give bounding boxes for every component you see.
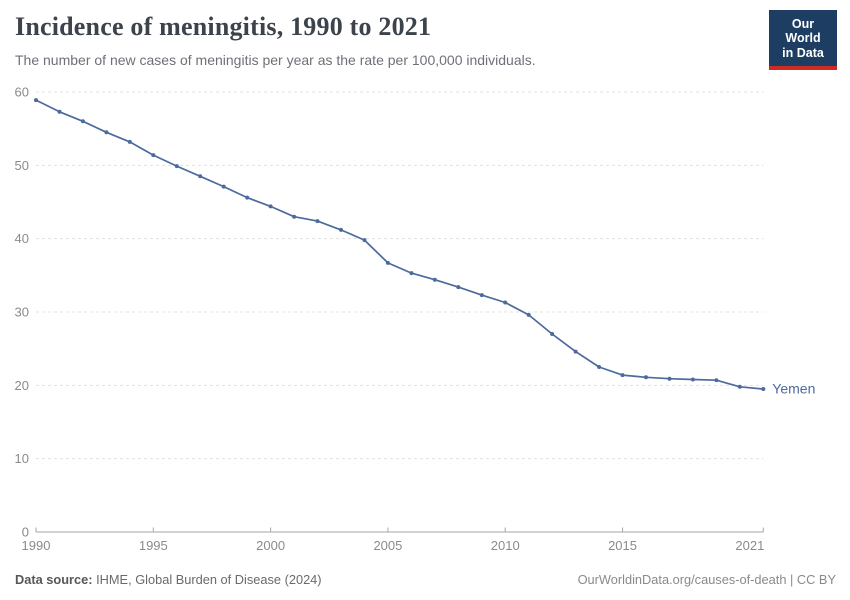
data-point-marker[interactable] — [667, 376, 672, 381]
data-point-marker[interactable] — [526, 312, 531, 317]
data-point-marker[interactable] — [550, 332, 555, 336]
data-source: Data source: IHME, Global Burden of Dise… — [15, 572, 322, 587]
data-point-marker[interactable] — [174, 164, 179, 169]
data-point-marker[interactable] — [57, 109, 62, 114]
data-point-marker[interactable] — [339, 227, 343, 232]
data-point-marker[interactable] — [80, 119, 85, 124]
x-tick-label: 2005 — [373, 538, 402, 553]
data-point-marker[interactable] — [714, 378, 719, 383]
series-end-label[interactable]: Yemen — [772, 381, 815, 397]
y-tick-label: 50 — [15, 158, 29, 173]
data-point-marker[interactable] — [597, 365, 602, 369]
data-point-marker[interactable] — [479, 293, 484, 298]
data-source-value: IHME, Global Burden of Disease (2024) — [92, 572, 322, 587]
data-point-marker[interactable] — [409, 271, 414, 276]
data-point-marker[interactable] — [104, 130, 109, 135]
data-point-marker[interactable] — [245, 195, 250, 200]
y-tick-label: 30 — [15, 305, 29, 320]
data-point-marker[interactable] — [644, 375, 648, 380]
data-point-marker[interactable] — [503, 300, 508, 305]
data-point-marker[interactable] — [737, 384, 742, 389]
page-title: Incidence of meningitis, 1990 to 2021 — [15, 12, 432, 41]
y-tick-label: 60 — [15, 85, 29, 100]
x-tick-label: 1995 — [139, 538, 168, 553]
x-tick-label: 2010 — [491, 538, 520, 553]
data-point-marker[interactable] — [362, 238, 367, 243]
x-tick-label: 2021 — [735, 538, 764, 553]
x-tick-label: 2015 — [608, 538, 637, 553]
data-point-marker[interactable] — [127, 139, 132, 144]
chart-subtitle: The number of new cases of meningitis pe… — [15, 52, 536, 68]
data-point-marker[interactable] — [761, 387, 766, 391]
data-point-marker[interactable] — [34, 98, 38, 103]
data-source-label: Data source: — [15, 572, 93, 587]
y-tick-label: 20 — [15, 378, 29, 393]
x-tick-label: 2000 — [256, 538, 285, 553]
y-tick-label: 0 — [22, 525, 29, 540]
data-point-marker[interactable] — [573, 349, 578, 354]
trend-line[interactable] — [35, 99, 764, 390]
data-point-marker[interactable] — [151, 153, 156, 158]
data-point-marker[interactable] — [315, 219, 320, 224]
data-point-marker[interactable] — [292, 214, 297, 219]
data-point-marker[interactable] — [198, 174, 203, 179]
owid-logo-line2: in Data — [782, 45, 824, 60]
y-tick-label: 40 — [15, 231, 29, 246]
data-point-marker[interactable] — [385, 260, 390, 265]
data-point-marker[interactable] — [456, 285, 461, 290]
data-point-marker[interactable] — [268, 204, 273, 209]
data-point-marker[interactable] — [620, 373, 625, 378]
y-tick-label: 10 — [15, 451, 29, 466]
x-tick-label: 1990 — [22, 538, 51, 553]
credit-link[interactable]: OurWorldinData.org/causes-of-death | CC … — [577, 572, 836, 587]
owid-logo[interactable]: Our World in Data — [769, 10, 837, 71]
owid-logo-line1: Our World — [785, 17, 821, 46]
data-point-marker[interactable] — [432, 277, 437, 282]
data-point-marker[interactable] — [690, 377, 695, 382]
data-point-marker[interactable] — [221, 184, 226, 189]
